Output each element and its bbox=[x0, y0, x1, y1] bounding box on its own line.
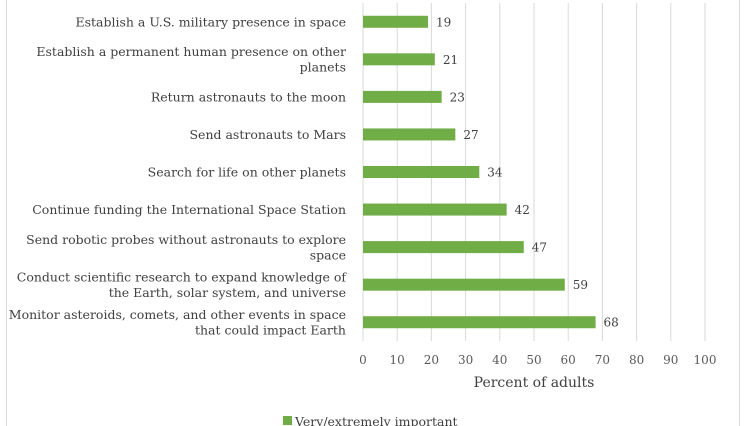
bar bbox=[363, 128, 456, 141]
category-label: that could impact Earth bbox=[195, 322, 346, 337]
x-tick-label: 40 bbox=[492, 353, 507, 367]
x-tick-label: 90 bbox=[663, 353, 678, 367]
category-labels: Establish a U.S. military presence in sp… bbox=[9, 14, 348, 337]
x-tick-label: 80 bbox=[629, 353, 644, 367]
bars bbox=[363, 15, 596, 329]
bar bbox=[363, 90, 442, 103]
data-label: 21 bbox=[443, 53, 458, 67]
chart-frame bbox=[6, 0, 740, 426]
category-label: Send robotic probes without astronauts t… bbox=[26, 232, 346, 247]
x-tick-label: 50 bbox=[526, 353, 541, 367]
x-tick-label: 10 bbox=[390, 353, 405, 367]
category-label: Establish a U.S. military presence in sp… bbox=[75, 14, 346, 29]
x-tick-label: 60 bbox=[561, 353, 576, 367]
category-label: Conduct scientific research to expand kn… bbox=[17, 269, 348, 284]
bar bbox=[363, 316, 596, 329]
data-label: 42 bbox=[515, 203, 530, 217]
category-label: planets bbox=[300, 60, 346, 75]
bar bbox=[363, 278, 565, 291]
x-axis-title: Percent of adults bbox=[474, 375, 595, 391]
x-tick-labels: 0 10 20 30 40 50 60 70 80 90 100 bbox=[359, 353, 716, 367]
bar bbox=[363, 15, 428, 28]
category-label: the Earth, solar system, and universe bbox=[109, 285, 346, 300]
x-tick-label: 30 bbox=[458, 353, 473, 367]
x-tick-label: 100 bbox=[694, 353, 717, 367]
bar bbox=[363, 203, 507, 216]
category-label: Search for life on other planets bbox=[148, 165, 346, 180]
category-label: Continue funding the International Space… bbox=[32, 202, 346, 217]
legend-swatch bbox=[283, 416, 292, 425]
data-label: 34 bbox=[487, 166, 503, 180]
bar bbox=[363, 53, 435, 66]
bar bbox=[363, 166, 480, 178]
category-label: space bbox=[310, 247, 346, 262]
legend-label: Very/extremely important bbox=[294, 414, 458, 426]
category-label: Establish a permanent human presence on … bbox=[36, 44, 346, 59]
data-label: 27 bbox=[463, 128, 478, 142]
category-label: Send astronauts to Mars bbox=[189, 127, 346, 142]
category-label: Monitor asteroids, comets, and other eve… bbox=[9, 307, 346, 322]
bar bbox=[363, 241, 524, 254]
data-label: 19 bbox=[436, 15, 451, 29]
legend: Very/extremely important bbox=[283, 414, 458, 426]
data-label: 68 bbox=[604, 316, 619, 330]
data-labels: 19 21 23 27 34 42 47 59 68 bbox=[436, 15, 619, 329]
x-tick-label: 20 bbox=[424, 353, 439, 367]
data-label: 23 bbox=[450, 90, 465, 104]
x-tick-label: 0 bbox=[359, 353, 367, 367]
x-tick-label: 70 bbox=[595, 353, 610, 367]
category-label: Return astronauts to the moon bbox=[151, 89, 346, 104]
data-label: 59 bbox=[573, 278, 588, 292]
data-label: 47 bbox=[532, 241, 547, 255]
